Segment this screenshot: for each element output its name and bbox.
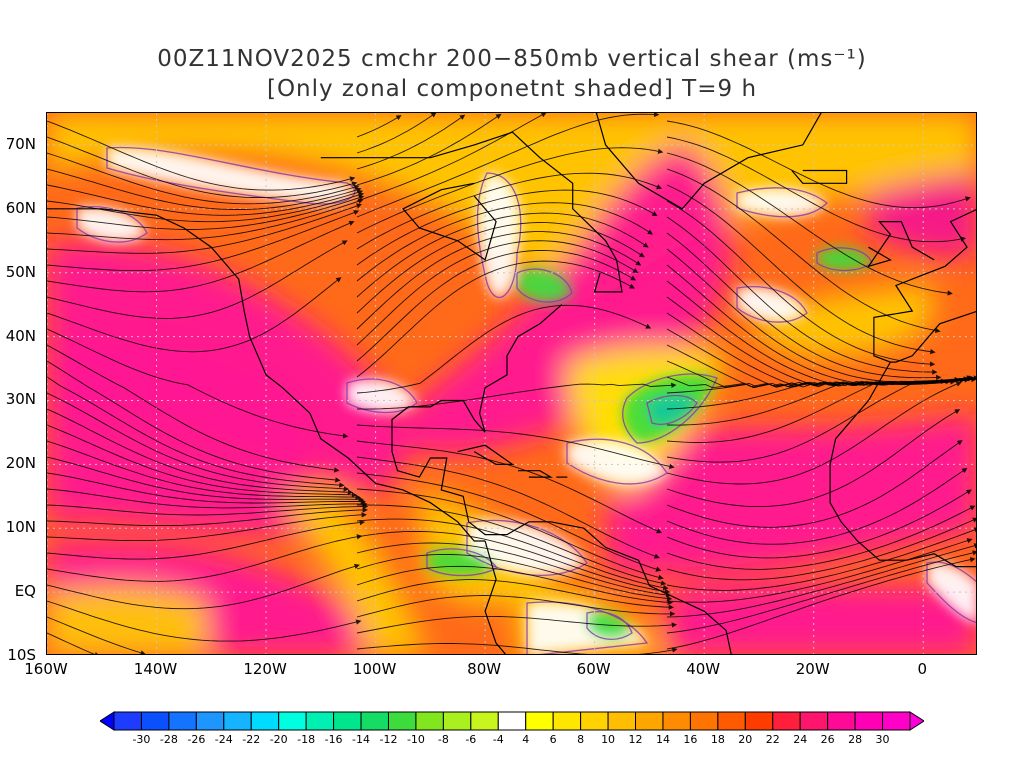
colorbar-box (772, 711, 801, 731)
lon-label: 60W (576, 660, 611, 678)
lon-label: 0 (917, 660, 928, 678)
lat-label: 60N (5, 198, 36, 217)
lat-label: 40N (5, 326, 36, 345)
colorbar-box (305, 711, 335, 731)
colorbar-box (580, 711, 609, 731)
lat-label: 20N (5, 454, 36, 473)
colorbar-label: 18 (710, 733, 725, 746)
colorbar-label: -26 (187, 733, 206, 746)
colorbar-label: -14 (352, 733, 371, 746)
colorbar-label: 28 (848, 733, 863, 746)
colorbar-box (442, 711, 472, 731)
lat-label: EQ (14, 582, 36, 601)
colorbar-box (195, 711, 225, 731)
colorbar-box (140, 711, 170, 731)
colorbar-box (168, 711, 197, 731)
colorbar-label: 8 (577, 733, 585, 746)
colorbar-label: -8 (437, 733, 449, 746)
colorbar-box (854, 711, 884, 731)
colorbar-label: 16 (683, 733, 698, 746)
lat-label: 10N (5, 518, 36, 537)
colorbar-label: -4 (492, 733, 504, 746)
colorbar-left-arrow (100, 711, 115, 731)
colorbar-box (882, 711, 911, 731)
colorbar-label: -12 (379, 733, 398, 746)
lon-label: 80W (467, 660, 502, 678)
colorbar-box (360, 711, 389, 731)
lon-label: 20W (795, 660, 830, 678)
lat-label: 70N (5, 134, 36, 153)
title-line-2: [Only zonal componetnt shaded] T=9 h (266, 76, 758, 102)
colorbar-label: -30 (132, 733, 151, 746)
colorbar-box (662, 711, 691, 731)
title-line-1: 00Z11NOV2025 cmchr 200−850mb vertical sh… (157, 46, 867, 72)
shear-field (47, 113, 976, 654)
lon-label: 120W (243, 660, 287, 678)
streamlines (47, 113, 976, 654)
colorbar-right-arrow (909, 711, 924, 731)
lon-label: 100W (352, 660, 397, 678)
colorbar-box (525, 711, 554, 731)
colorbar-label: 20 (738, 733, 753, 746)
colorbar-box (470, 711, 499, 731)
colorbar-box (387, 711, 417, 731)
colorbar-label: -16 (324, 733, 343, 746)
colorbar (100, 711, 924, 731)
colorbar-label: -20 (269, 733, 288, 746)
lat-label: 30N (5, 390, 36, 409)
colorbar-label: 30 (875, 733, 890, 746)
colorbar-label: -18 (297, 733, 316, 746)
colorbar-box (689, 711, 719, 731)
colorbar-box (113, 711, 142, 731)
lon-label: 160W (24, 660, 68, 678)
lon-label: 40W (686, 660, 721, 678)
colorbar-box (744, 711, 774, 731)
shear-map (46, 112, 977, 655)
lat-label: 50N (5, 262, 36, 281)
colorbar-box (497, 711, 527, 731)
colorbar-box (223, 711, 252, 731)
colorbar-label: -6 (465, 733, 477, 746)
colorbar-label: 10 (601, 733, 616, 746)
colorbar-label: 4 (522, 733, 530, 746)
colorbar-box (635, 711, 664, 731)
colorbar-box (415, 711, 444, 731)
colorbar-label: -10 (406, 733, 425, 746)
lon-label: 140W (133, 660, 178, 678)
lat-label: 10S (7, 646, 36, 664)
colorbar-box (552, 711, 582, 731)
colorbar-box (333, 711, 362, 731)
colorbar-label: 22 (765, 733, 780, 746)
colorbar-label: -24 (214, 733, 233, 746)
colorbar-box (799, 711, 829, 731)
colorbar-label: -22 (242, 733, 261, 746)
colorbar-box (827, 711, 856, 731)
colorbar-label: 24 (793, 733, 808, 746)
colorbar-label: -28 (159, 733, 178, 746)
colorbar-box (278, 711, 307, 731)
chart-title: 00Z11NOV2025 cmchr 200−850mb vertical sh… (0, 44, 1024, 104)
colorbar-label: 26 (820, 733, 835, 746)
colorbar-box (250, 711, 280, 731)
colorbar-label: 14 (655, 733, 670, 746)
colorbar-label: 12 (628, 733, 643, 746)
colorbar-label: 6 (549, 733, 557, 746)
colorbar-box (717, 711, 746, 731)
colorbar-box (607, 711, 637, 731)
